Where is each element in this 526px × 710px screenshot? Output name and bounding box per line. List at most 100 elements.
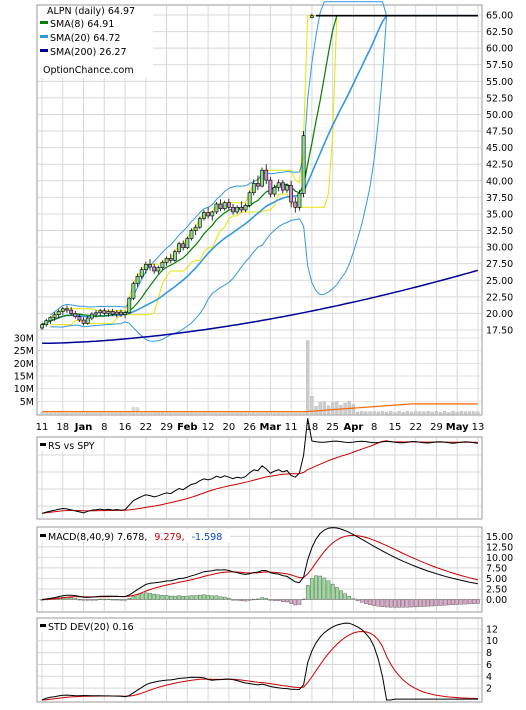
candle	[94, 310, 98, 318]
legend-swatch-sma8	[40, 21, 48, 24]
volume-bar	[393, 412, 397, 415]
candle-body	[106, 311, 111, 314]
macd-histogram-bar	[418, 599, 422, 607]
macd-histogram-bar	[189, 595, 194, 600]
volume-bar	[434, 411, 439, 415]
candle	[152, 263, 157, 274]
price-tick-label: 25.00	[486, 276, 513, 287]
candle-body	[280, 182, 285, 191]
candle-body	[293, 201, 298, 208]
volume-bar	[314, 406, 318, 415]
candle-body	[226, 202, 231, 208]
macd-histogram-bar	[451, 599, 455, 605]
macd-histogram-bar	[243, 599, 248, 602]
volume-tick-label: 20M	[14, 359, 34, 370]
volume-bar	[418, 411, 422, 415]
candle-body	[264, 169, 269, 181]
volume-bar	[193, 412, 198, 415]
candle	[251, 179, 256, 196]
price-tick-label: 37.50	[486, 193, 513, 204]
candle-body	[123, 312, 127, 316]
stddev-tick-label: 12	[486, 624, 498, 635]
legend-sma200: SMA(200) 26.27	[50, 47, 127, 58]
candle	[268, 176, 273, 198]
x-tick-label: 11	[285, 422, 298, 433]
macd-histogram-bar	[164, 595, 169, 600]
volume-bars	[40, 340, 480, 415]
candle	[247, 190, 252, 208]
candle	[44, 318, 49, 327]
macd-histogram-bar	[218, 596, 223, 600]
rs-line	[41, 418, 478, 514]
macd-histogram-bar	[148, 592, 152, 600]
volume-bar	[359, 411, 364, 415]
price-tick-label: 30.00	[486, 243, 513, 254]
volume-bar	[455, 411, 459, 415]
macd-histogram-bar	[388, 599, 393, 608]
candle-body	[40, 324, 44, 329]
volume-bar	[459, 411, 464, 415]
macd-histogram	[40, 575, 480, 608]
volume-bar	[368, 411, 372, 415]
candle	[226, 198, 231, 210]
candle	[256, 175, 260, 191]
macd-histogram-bar	[202, 594, 206, 600]
candle-body	[231, 207, 235, 213]
candle	[56, 309, 61, 319]
candle	[214, 202, 219, 214]
x-tick-label: 18	[56, 422, 69, 433]
macd-histogram-bar	[198, 594, 202, 600]
candle	[173, 249, 177, 262]
candle	[181, 240, 186, 251]
macd-histogram-bar	[318, 575, 322, 600]
candle-body	[73, 313, 78, 318]
candle	[164, 256, 169, 266]
rs-legend: RS vs SPY	[48, 441, 95, 452]
candle	[156, 265, 161, 274]
x-tick-label: Jan	[74, 422, 93, 433]
candle-body	[44, 320, 49, 325]
volume-bar	[330, 402, 335, 415]
macd-histogram-bar	[98, 598, 102, 601]
candle	[85, 316, 90, 325]
x-tick-label: 29	[430, 422, 443, 433]
rs-legend-swatch	[40, 443, 46, 446]
macd-histogram-bar	[106, 598, 111, 601]
macd-tick-label: 0.00	[486, 595, 507, 606]
volume-tick-label: 10M	[14, 384, 34, 395]
volume-bar	[131, 407, 136, 415]
candle-body	[272, 187, 277, 195]
macd-histogram-bar	[310, 578, 314, 600]
macd-histogram-bar	[289, 599, 293, 604]
macd-histogram-bar	[447, 599, 451, 606]
macd-histogram-bar	[393, 599, 397, 608]
macd-histogram-bar	[376, 599, 381, 607]
candle-body	[181, 243, 186, 249]
macd-line	[42, 527, 478, 600]
rs-panel-frame	[36, 436, 483, 520]
candle	[218, 199, 223, 212]
x-tick-label: 20	[222, 422, 235, 433]
macd-histogram-bar	[85, 599, 90, 601]
candle	[73, 310, 78, 319]
legend-swatch-sma200	[40, 49, 48, 52]
macd-histogram-bar	[135, 594, 140, 600]
candle-body	[102, 310, 107, 314]
x-tick-label: 13	[472, 422, 485, 433]
candle	[260, 167, 264, 188]
volume-bar	[413, 411, 418, 415]
macd-histogram-bar	[343, 593, 347, 600]
macd-histogram-bar	[380, 599, 385, 607]
candle-body	[214, 203, 219, 213]
macd-histogram-bar	[114, 599, 119, 601]
volume-bar	[322, 401, 327, 415]
macd-histogram-bar	[181, 596, 186, 600]
macd-legend: MACD(8,40,9) 7.678, 9.279, -1.598	[48, 532, 222, 543]
candle-body	[98, 310, 103, 314]
macd-histogram-bar	[455, 599, 459, 605]
macd-histogram-bar	[359, 599, 364, 603]
volume-bar	[463, 411, 468, 415]
x-tick-label: 18	[306, 422, 319, 433]
volume-bar	[231, 411, 235, 415]
candle-body	[256, 183, 260, 187]
